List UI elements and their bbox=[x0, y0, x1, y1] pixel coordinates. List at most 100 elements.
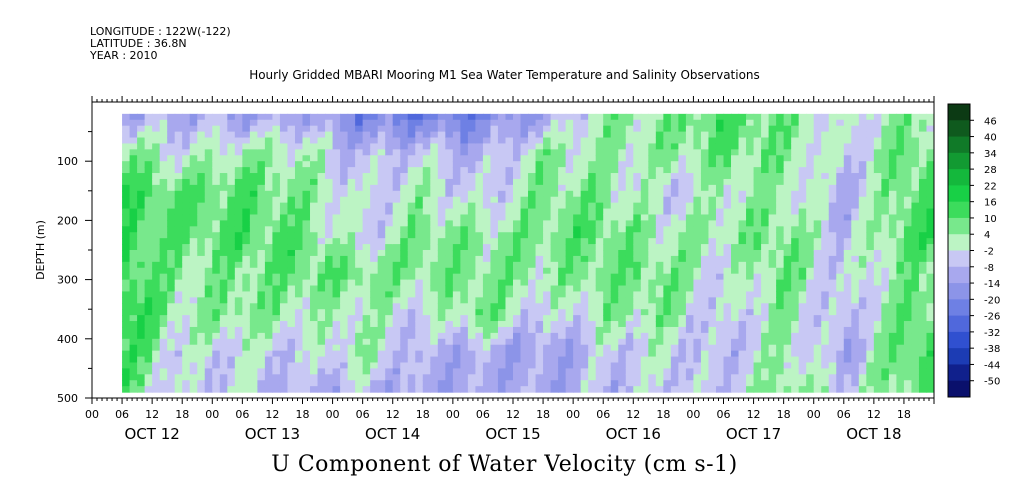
heatmap-cell bbox=[347, 143, 356, 150]
heatmap-cell bbox=[633, 356, 642, 364]
heatmap-cell bbox=[317, 178, 326, 186]
heatmap-cell bbox=[918, 173, 928, 180]
heatmap-cell bbox=[663, 190, 672, 198]
heatmap-cell bbox=[858, 214, 867, 221]
heatmap-cell bbox=[467, 125, 477, 133]
heatmap-cell bbox=[197, 214, 206, 221]
heatmap-cell bbox=[610, 338, 619, 346]
heatmap-cell bbox=[670, 137, 679, 145]
heatmap-cell bbox=[219, 167, 228, 174]
heatmap-cell bbox=[520, 386, 529, 393]
heatmap-cell bbox=[783, 173, 792, 180]
heatmap-cell bbox=[392, 178, 401, 186]
heatmap-cell bbox=[407, 303, 416, 310]
heatmap-cell bbox=[663, 338, 672, 346]
heatmap-cell bbox=[227, 155, 236, 162]
heatmap-cell bbox=[144, 226, 153, 233]
heatmap-cell bbox=[325, 309, 334, 316]
heatmap-cell bbox=[317, 291, 326, 298]
heatmap-cell bbox=[249, 208, 258, 216]
heatmap-cell bbox=[851, 321, 860, 328]
heatmap-cell bbox=[685, 297, 695, 304]
heatmap-cell bbox=[595, 338, 604, 346]
heatmap-cell bbox=[520, 119, 529, 127]
heatmap-cell bbox=[723, 178, 732, 186]
heatmap-cell bbox=[287, 326, 296, 334]
heatmap-cell bbox=[452, 356, 461, 364]
heatmap-cell bbox=[543, 261, 552, 269]
heatmap-cell bbox=[738, 250, 747, 257]
heatmap-cell bbox=[640, 220, 649, 227]
heatmap-cell bbox=[558, 173, 567, 180]
heatmap-cell bbox=[325, 202, 334, 210]
heatmap-cell bbox=[513, 149, 522, 156]
heatmap-cell bbox=[400, 386, 409, 393]
heatmap-cell bbox=[693, 380, 702, 387]
heatmap-cell bbox=[475, 255, 484, 263]
heatmap-cell bbox=[437, 143, 446, 150]
heatmap-cell bbox=[430, 125, 439, 133]
heatmap-cell bbox=[648, 113, 657, 121]
heatmap-cell bbox=[558, 255, 567, 263]
heatmap-cell bbox=[903, 332, 913, 340]
heatmap-cell bbox=[370, 173, 379, 180]
heatmap-cell bbox=[174, 232, 183, 239]
heatmap-cell bbox=[347, 303, 356, 310]
heatmap-cell bbox=[242, 356, 251, 364]
heatmap-cell bbox=[731, 261, 740, 269]
heatmap-cell bbox=[302, 220, 311, 227]
heatmap-cell bbox=[174, 261, 183, 269]
heatmap-cell bbox=[475, 178, 484, 186]
heatmap-cell bbox=[467, 338, 477, 346]
heatmap-cell bbox=[903, 321, 913, 328]
heatmap-cell bbox=[475, 386, 484, 393]
heatmap-cell bbox=[633, 226, 642, 233]
heatmap-cell bbox=[806, 155, 815, 162]
heatmap-cell bbox=[715, 344, 725, 352]
longitude-label: LONGITUDE : 122W(-122) bbox=[90, 25, 231, 38]
heatmap-cell bbox=[467, 261, 477, 269]
heatmap-cell bbox=[715, 113, 725, 121]
heatmap-cell bbox=[234, 261, 243, 269]
heatmap-cell bbox=[633, 238, 642, 245]
heatmap-cell bbox=[204, 184, 213, 192]
heatmap-cell bbox=[595, 232, 604, 239]
heatmap-cell bbox=[505, 297, 514, 304]
heatmap-cell bbox=[505, 238, 514, 245]
heatmap-cell bbox=[264, 196, 274, 204]
heatmap-cell bbox=[543, 244, 552, 251]
heatmap-cell bbox=[685, 303, 695, 310]
heatmap-cell bbox=[325, 350, 334, 358]
heatmap-cell bbox=[370, 255, 379, 263]
heatmap-cell bbox=[558, 208, 567, 216]
heatmap-cell bbox=[708, 238, 717, 245]
heatmap-cell bbox=[731, 356, 740, 364]
heatmap-cell bbox=[362, 332, 371, 340]
heatmap-cell bbox=[723, 232, 732, 239]
heatmap-cell bbox=[535, 315, 544, 322]
heatmap-cell bbox=[791, 255, 800, 263]
heatmap-cell bbox=[159, 238, 168, 245]
heatmap-cell bbox=[452, 285, 461, 293]
heatmap-cell bbox=[415, 244, 424, 251]
heatmap-cell bbox=[227, 368, 236, 375]
heatmap-cell bbox=[294, 386, 304, 393]
heatmap-cell bbox=[918, 155, 928, 162]
heatmap-cell bbox=[873, 386, 882, 393]
heatmap-cell bbox=[332, 238, 341, 245]
heatmap-cell bbox=[122, 326, 131, 334]
heatmap-cell bbox=[836, 326, 845, 334]
heatmap-cell bbox=[227, 380, 236, 387]
heatmap-cell bbox=[543, 214, 552, 221]
heatmap-cell bbox=[888, 386, 898, 393]
heatmap-cell bbox=[640, 362, 649, 369]
heatmap-cell bbox=[385, 190, 394, 198]
heatmap-cell bbox=[204, 208, 213, 216]
heatmap-cell bbox=[422, 155, 431, 162]
heatmap-cell bbox=[783, 315, 792, 322]
heatmap-cell bbox=[279, 261, 289, 269]
heatmap-cell bbox=[783, 202, 792, 210]
heatmap-cell bbox=[700, 338, 710, 346]
heatmap-cell bbox=[535, 137, 544, 145]
heatmap-cell bbox=[197, 137, 206, 145]
